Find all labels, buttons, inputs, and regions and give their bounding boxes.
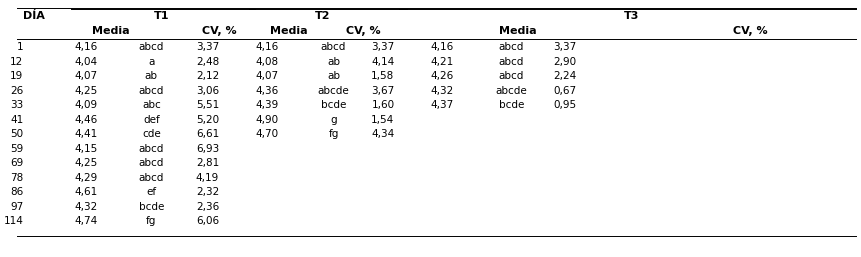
Text: T2: T2 [314, 11, 330, 21]
Text: T3: T3 [623, 11, 639, 21]
Text: 2,81: 2,81 [195, 158, 219, 168]
Text: 4,39: 4,39 [255, 100, 278, 110]
Text: 4,61: 4,61 [75, 187, 98, 197]
Text: abcd: abcd [499, 57, 523, 67]
Text: g: g [330, 115, 337, 125]
Text: bcde: bcde [320, 100, 346, 110]
Text: 4,32: 4,32 [75, 202, 98, 212]
Text: 69: 69 [10, 158, 23, 168]
Text: 4,25: 4,25 [75, 158, 98, 168]
Text: 4,14: 4,14 [371, 57, 394, 67]
Text: 4,25: 4,25 [75, 86, 98, 96]
Text: 6,06: 6,06 [195, 216, 219, 226]
Text: 3,67: 3,67 [371, 86, 394, 96]
Text: 4,29: 4,29 [75, 173, 98, 183]
Text: 3,37: 3,37 [553, 42, 576, 52]
Text: 4,21: 4,21 [430, 57, 454, 67]
Text: ab: ab [326, 71, 339, 81]
Text: 12: 12 [10, 57, 23, 67]
Text: abcd: abcd [139, 158, 164, 168]
Text: 4,07: 4,07 [255, 71, 278, 81]
Text: 4,70: 4,70 [255, 129, 278, 139]
Text: 4,04: 4,04 [75, 57, 98, 67]
Text: bcde: bcde [499, 100, 523, 110]
Text: 4,08: 4,08 [255, 57, 278, 67]
Text: 97: 97 [10, 202, 23, 212]
Text: ef: ef [146, 187, 156, 197]
Text: 4,09: 4,09 [75, 100, 98, 110]
Text: bcde: bcde [139, 202, 164, 212]
Text: 1,54: 1,54 [371, 115, 394, 125]
Text: def: def [143, 115, 159, 125]
Text: abcd: abcd [139, 173, 164, 183]
Text: fg: fg [328, 129, 338, 139]
Text: 2,24: 2,24 [553, 71, 576, 81]
Text: 50: 50 [10, 129, 23, 139]
Text: abcde: abcde [495, 86, 527, 96]
Text: abcd: abcd [320, 42, 346, 52]
Text: 4,34: 4,34 [371, 129, 394, 139]
Text: 2,90: 2,90 [553, 57, 576, 67]
Text: 78: 78 [10, 173, 23, 183]
Text: 1,58: 1,58 [371, 71, 394, 81]
Text: 0,95: 0,95 [553, 100, 576, 110]
Text: 1: 1 [16, 42, 23, 52]
Text: 2,32: 2,32 [195, 187, 219, 197]
Text: 5,20: 5,20 [195, 115, 219, 125]
Text: 86: 86 [10, 187, 23, 197]
Text: 4,07: 4,07 [75, 71, 98, 81]
Text: 5,51: 5,51 [195, 100, 219, 110]
Text: fg: fg [146, 216, 157, 226]
Text: Media: Media [269, 26, 307, 36]
Text: 4,26: 4,26 [430, 71, 454, 81]
Text: 3,37: 3,37 [195, 42, 219, 52]
Text: 4,16: 4,16 [430, 42, 454, 52]
Text: abcd: abcd [499, 42, 523, 52]
Text: abcd: abcd [139, 144, 164, 154]
Text: 4,74: 4,74 [75, 216, 98, 226]
Text: CV, %: CV, % [733, 26, 767, 36]
Text: abcd: abcd [139, 86, 164, 96]
Text: 114: 114 [3, 216, 23, 226]
Text: abcd: abcd [499, 71, 523, 81]
Text: 3,06: 3,06 [195, 86, 219, 96]
Text: 2,12: 2,12 [195, 71, 219, 81]
Text: 6,61: 6,61 [195, 129, 219, 139]
Text: Media: Media [498, 26, 536, 36]
Text: abcd: abcd [139, 42, 164, 52]
Text: abc: abc [142, 100, 160, 110]
Text: abcde: abcde [318, 86, 349, 96]
Text: T1: T1 [153, 11, 169, 21]
Text: CV, %: CV, % [345, 26, 380, 36]
Text: CV, %: CV, % [201, 26, 236, 36]
Text: 4,19: 4,19 [195, 173, 219, 183]
Text: 4,90: 4,90 [255, 115, 278, 125]
Text: 3,37: 3,37 [371, 42, 394, 52]
Text: a: a [148, 57, 154, 67]
Text: 0,67: 0,67 [553, 86, 576, 96]
Text: 26: 26 [10, 86, 23, 96]
Text: 4,46: 4,46 [75, 115, 98, 125]
Text: 4,32: 4,32 [430, 86, 454, 96]
Text: 4,41: 4,41 [75, 129, 98, 139]
Text: 19: 19 [10, 71, 23, 81]
Text: 4,36: 4,36 [255, 86, 278, 96]
Text: 4,16: 4,16 [75, 42, 98, 52]
Text: 6,93: 6,93 [195, 144, 219, 154]
Text: 1,60: 1,60 [371, 100, 394, 110]
Text: 4,37: 4,37 [430, 100, 454, 110]
Text: 33: 33 [10, 100, 23, 110]
Text: 2,36: 2,36 [195, 202, 219, 212]
Text: Media: Media [92, 26, 129, 36]
Text: 59: 59 [10, 144, 23, 154]
Text: 2,48: 2,48 [195, 57, 219, 67]
Text: 4,15: 4,15 [75, 144, 98, 154]
Text: ab: ab [326, 57, 339, 67]
Text: ab: ab [145, 71, 158, 81]
Text: 4,16: 4,16 [255, 42, 278, 52]
Text: DÍA: DÍA [23, 11, 46, 21]
Text: 41: 41 [10, 115, 23, 125]
Text: cde: cde [142, 129, 160, 139]
